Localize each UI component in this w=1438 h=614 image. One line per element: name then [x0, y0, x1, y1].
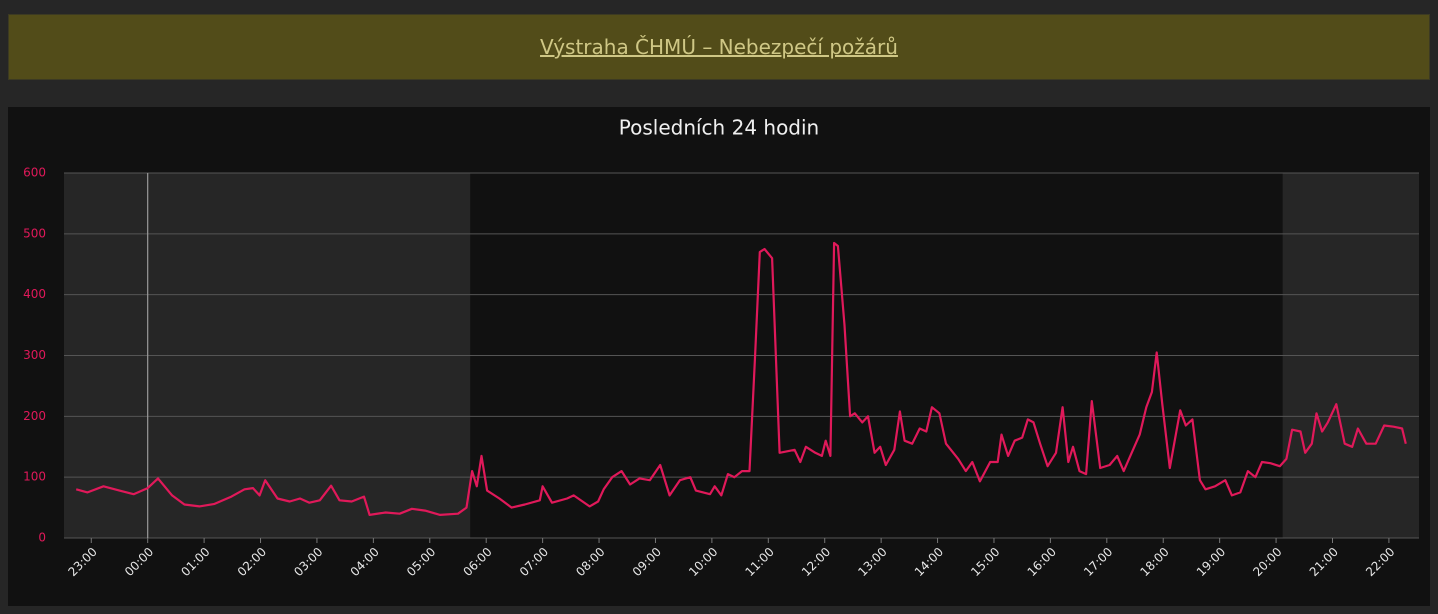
y-tick-label: 500: [23, 226, 46, 240]
warning-banner: Výstraha ČHMÚ – Nebezpečí požárů: [8, 14, 1430, 80]
data-line: [75, 241, 1407, 516]
chart-title: Posledních 24 hodin: [619, 116, 819, 140]
y-tick-label: 400: [23, 287, 46, 301]
warning-link[interactable]: Výstraha ČHMÚ – Nebezpečí požárů: [540, 35, 898, 59]
y-tick-label: 600: [23, 166, 46, 180]
y-tick-label: 100: [23, 470, 46, 484]
y-tick-label: 0: [38, 531, 46, 545]
y-tick-label: 200: [23, 409, 46, 423]
y-tick-label: 300: [23, 348, 46, 362]
